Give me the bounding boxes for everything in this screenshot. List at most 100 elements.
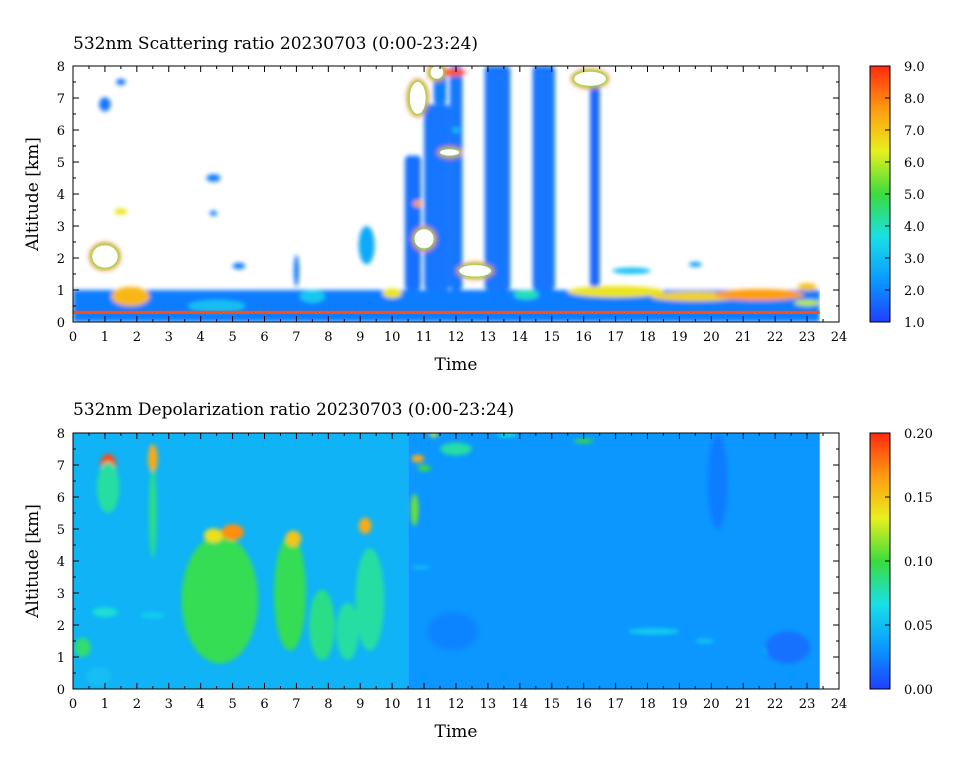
panel1-x-label: Time bbox=[435, 355, 478, 375]
y-tick-label: 2 bbox=[57, 619, 65, 634]
depolarization-feature-17 bbox=[411, 454, 425, 463]
y-tick-label: 4 bbox=[57, 555, 65, 570]
scattering-feature-35 bbox=[714, 289, 804, 301]
x-tick-label: 12 bbox=[448, 330, 465, 345]
colorbar-tick-label: 0.10 bbox=[904, 555, 933, 570]
x-tick-label: 6 bbox=[260, 330, 268, 345]
y-tick-label: 3 bbox=[57, 587, 65, 602]
y-tick-label: 3 bbox=[57, 220, 65, 235]
y-tick-label: 5 bbox=[57, 156, 65, 171]
x-tick-label: 19 bbox=[671, 330, 688, 345]
depolarization-feature-22 bbox=[574, 438, 594, 444]
colorbar-tick-label: 0.15 bbox=[904, 491, 933, 506]
y-tick-label: 6 bbox=[57, 491, 65, 506]
scattering-feature-7 bbox=[590, 72, 600, 291]
colorbar-tick-label: 7.0 bbox=[904, 124, 925, 139]
colorbar-tick-label: 0.00 bbox=[904, 683, 933, 698]
y-tick-label: 8 bbox=[57, 427, 65, 442]
depolarization-feature-9 bbox=[221, 524, 244, 541]
y-tick-label: 0 bbox=[57, 316, 65, 331]
depolarization-ratio-panel: 532nm Depolarization ratio 20230703 (0:0… bbox=[23, 400, 933, 742]
x-tick-label: 11 bbox=[416, 697, 433, 712]
panel2-x-label: Time bbox=[435, 722, 478, 742]
scattering-feature-32 bbox=[688, 261, 702, 267]
colorbar-tick-label: 6.0 bbox=[904, 156, 925, 171]
depolarization-feature-19 bbox=[429, 433, 438, 438]
colorbar-tick-label: 3.0 bbox=[904, 252, 925, 267]
scattering-feature-10 bbox=[92, 245, 118, 268]
depolarization-feature-6 bbox=[92, 607, 118, 617]
scattering-feature-26 bbox=[412, 200, 423, 207]
colorbar-tick-label: 1.0 bbox=[904, 316, 925, 331]
x-tick-label: 24 bbox=[831, 330, 848, 345]
depolarization-feature-13 bbox=[336, 602, 359, 661]
depolarization-feature-25 bbox=[695, 638, 715, 644]
scattering-feature-8 bbox=[99, 97, 111, 112]
depolarization-feature-23 bbox=[411, 565, 431, 570]
depolarization-feature-8 bbox=[203, 528, 224, 543]
depolarization-feature-2 bbox=[96, 461, 120, 513]
y-tick-label: 1 bbox=[57, 284, 65, 299]
depolarization-feature-21 bbox=[497, 433, 517, 438]
x-tick-label: 6 bbox=[260, 697, 268, 712]
panel2-colorbar: 0.00 0.05 0.10 0.15 0.20 bbox=[869, 427, 933, 698]
y-tick-label: 2 bbox=[57, 252, 65, 267]
scattering-feature-25 bbox=[440, 149, 460, 156]
scattering-feature-11 bbox=[114, 208, 128, 215]
scattering-feature-6 bbox=[532, 66, 555, 290]
x-tick-label: 2 bbox=[133, 697, 141, 712]
scattering-feature-16 bbox=[358, 226, 375, 265]
scattering-feature-18 bbox=[187, 299, 246, 313]
colorbar-tick-label: 8.0 bbox=[904, 92, 925, 107]
heatmap-background-1 bbox=[408, 433, 820, 689]
x-tick-label: 0 bbox=[69, 697, 77, 712]
x-tick-label: 9 bbox=[356, 697, 364, 712]
x-tick-label: 8 bbox=[324, 697, 332, 712]
depolarization-feature-31 bbox=[427, 612, 479, 651]
colorbar-tick-label: 0.20 bbox=[904, 427, 933, 442]
x-tick-label: 3 bbox=[165, 330, 173, 345]
x-tick-label: 3 bbox=[165, 697, 173, 712]
scattering-feature-24 bbox=[414, 229, 434, 249]
x-tick-label: 17 bbox=[607, 330, 624, 345]
colorbar-tick-label: 2.0 bbox=[904, 284, 925, 299]
x-tick-label: 23 bbox=[799, 330, 816, 345]
scattering-feature-4 bbox=[449, 66, 463, 290]
x-tick-label: 11 bbox=[416, 330, 433, 345]
scattering-ratio-panel: 532nm Scattering ratio 20230703 (0:00-23… bbox=[23, 34, 925, 375]
x-tick-label: 12 bbox=[448, 697, 465, 712]
depolarization-feature-24 bbox=[628, 628, 680, 635]
depolarization-feature-27 bbox=[708, 433, 728, 529]
scattering-feature-21 bbox=[409, 82, 426, 114]
x-tick-label: 1 bbox=[101, 697, 109, 712]
y-tick-label: 5 bbox=[57, 523, 65, 538]
x-tick-label: 8 bbox=[324, 330, 332, 345]
panel1-x-axis: 0 1 2 3 4 5 6 7 8 9 10 11 12 13 14 15 16 17 18 19 20 21 22 23 24 bbox=[69, 66, 847, 345]
x-tick-label: 20 bbox=[703, 697, 720, 712]
x-tick-label: 2 bbox=[133, 330, 141, 345]
x-tick-label: 17 bbox=[607, 697, 624, 712]
x-tick-label: 18 bbox=[639, 330, 656, 345]
x-tick-label: 23 bbox=[799, 697, 816, 712]
y-tick-label: 0 bbox=[57, 683, 65, 698]
scattering-feature-19 bbox=[299, 290, 326, 303]
scattering-feature-30 bbox=[513, 290, 539, 300]
colorbar-tick-label: 5.0 bbox=[904, 188, 925, 203]
panel1-plot-area bbox=[73, 66, 839, 322]
y-tick-label: 7 bbox=[57, 92, 65, 107]
x-tick-label: 0 bbox=[69, 330, 77, 345]
depolarization-feature-28 bbox=[765, 631, 811, 664]
x-tick-label: 16 bbox=[575, 330, 592, 345]
x-tick-label: 15 bbox=[543, 697, 560, 712]
panel2-plot-area bbox=[73, 433, 839, 689]
x-tick-label: 9 bbox=[356, 330, 364, 345]
panel1-y-label: Altitude [km] bbox=[23, 137, 43, 252]
scattering-feature-17 bbox=[111, 286, 150, 306]
scattering-feature-31 bbox=[612, 267, 651, 274]
y-tick-label: 7 bbox=[57, 459, 65, 474]
x-tick-label: 21 bbox=[735, 697, 752, 712]
depolarization-feature-15 bbox=[358, 517, 372, 534]
scattering-feature-2 bbox=[424, 104, 450, 291]
x-tick-label: 21 bbox=[735, 330, 752, 345]
